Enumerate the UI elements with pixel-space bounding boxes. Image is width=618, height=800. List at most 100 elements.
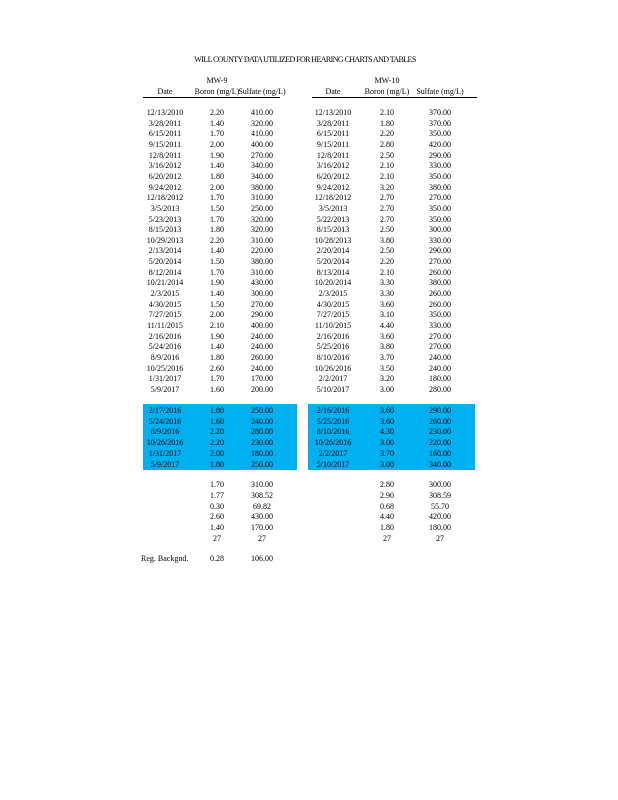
cell: 1.70 [210,193,224,203]
cell: 2.60 [210,363,224,373]
highlight-cell: 2/16/2016 [316,406,350,415]
cell: 380.00 [429,182,451,192]
cell: 12/13/2010 [146,108,184,117]
cell: 1.90 [210,150,224,160]
cell: 7/27/2015 [316,310,350,320]
cell: 5/25/2016 [316,342,350,352]
cell: 2.00 [210,182,224,192]
cell: 260.00 [429,299,451,309]
highlight-cell: 5/9/2017 [150,459,180,469]
cell: 2.20 [210,235,224,245]
highlight-cell: 3.70 [380,448,394,458]
cell: 8/9/2016 [150,352,180,362]
cell: 3.80 [380,235,394,245]
stat-cell: 308.59 [429,490,451,500]
title: WILL COUNTY DATA UTILIZED FOR HEARING CH… [194,55,416,64]
cell: 3.20 [380,374,394,384]
stat-cell: 300.00 [429,480,451,489]
cell: 310.00 [251,193,273,203]
highlight-mw9 [143,404,297,470]
cell: 1/31/2017 [148,374,182,384]
cell: 2/3/2015 [150,289,180,299]
well-name: MW-9 [206,76,228,85]
stat-cell: 2.60 [210,512,224,522]
highlight-cell: 250.00 [251,459,273,469]
cell: 7/27/2015 [148,310,182,320]
stat-cell: 308.52 [251,490,273,500]
cell: 12/8/2011 [148,150,182,160]
header-rule [143,97,280,98]
cell: 270.00 [429,257,451,267]
cell: 310.00 [251,267,273,277]
highlight-cell: 8/10/2016 [316,427,350,437]
cell: 10/28/2013 [314,235,352,245]
cell: 2.20 [210,108,224,117]
cell: 4/30/2015 [148,299,182,309]
cell: 3/5/2013 [150,203,180,213]
cell: 12/18/2012 [314,193,352,203]
cell: 350.00 [429,203,451,213]
cell: 380.00 [251,182,273,192]
stat-cell: 55.70 [431,501,449,511]
highlight-cell: 2.00 [210,448,224,458]
cell: 2.10 [380,267,394,277]
cell: 2/16/2016 [148,331,182,341]
cell: 280.00 [429,384,451,394]
cell: 1.50 [210,257,224,267]
highlight-cell: 280.00 [251,427,273,437]
highlight-cell: 2/2/2017 [318,448,348,458]
cell: 260.00 [251,352,273,362]
cell: 5/23/2013 [148,214,182,224]
stat-cell: 1.40 [210,523,224,533]
well-name: MW-10 [374,76,400,85]
cell: 2.70 [380,193,394,203]
cell: 1.70 [210,129,224,139]
stat-cell: 69.82 [253,501,271,511]
cell: 380.00 [251,257,273,267]
cell: 2.70 [380,203,394,213]
cell: 9/15/2011 [316,139,350,149]
cell: 410.00 [251,108,273,117]
highlight-cell: 8/9/2016 [150,427,180,437]
cell: 3.60 [380,299,394,309]
cell: 1.80 [380,118,394,128]
highlight-cell: 1/31/2017 [148,448,182,458]
cell: 400.00 [251,321,273,330]
highlight-cell: 230.00 [251,438,273,448]
stat-cell: 0.68 [380,501,394,511]
cell: 2.20 [380,257,394,267]
highlight-cell: 2.20 [210,427,224,437]
cell: 6/15/2011 [148,129,182,139]
cell: 3.60 [380,331,394,341]
cell: 3.00 [380,384,394,394]
cell: 2.50 [380,225,394,235]
stat-cell: 27 [383,534,391,543]
cell: 170.00 [251,374,273,384]
cell: 12/18/2012 [146,193,184,203]
cell: 9/24/2012 [148,182,182,192]
stat-cell: 27 [258,534,266,543]
stat-cell: 0.30 [210,501,224,511]
cell: 1.50 [210,299,224,309]
cell: 2.10 [210,321,224,330]
cell: 220.00 [251,246,273,256]
highlight-cell: 1.80 [210,459,224,469]
cell: 11/10/2015 [314,321,352,330]
cell: 3/16/2012 [148,161,182,171]
cell: 1.80 [210,171,224,181]
highlight-mw10 [308,404,475,470]
stat-cell: 430.00 [251,512,273,522]
cell: 6/20/2012 [148,171,182,181]
cell: 3/28/2011 [148,118,182,128]
cell: 1.40 [210,342,224,352]
cell: 1.40 [210,246,224,256]
stat-cell: 2.90 [380,490,394,500]
cell: 350.00 [429,171,451,181]
cell: 2.80 [380,139,394,149]
cell: 4.40 [380,321,394,330]
cell: 9/24/2012 [316,182,350,192]
cell: 250.00 [251,203,273,213]
stat-cell: 1.77 [210,490,224,500]
highlight-cell: 160.00 [429,448,451,458]
cell: 1.80 [210,352,224,362]
